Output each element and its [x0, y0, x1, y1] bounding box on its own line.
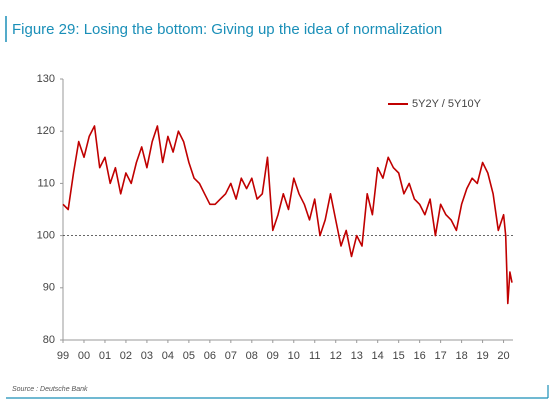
- x-tick-label: 17: [434, 350, 446, 362]
- x-tick-label: 20: [497, 350, 509, 362]
- x-tick-label: 01: [99, 350, 111, 362]
- y-tick-label: 90: [43, 282, 55, 294]
- x-tick-label: 14: [372, 350, 384, 362]
- y-tick-label: 130: [37, 73, 55, 85]
- x-tick-label: 05: [183, 350, 195, 362]
- x-tick-label: 02: [120, 350, 132, 362]
- x-tick-label: 06: [204, 350, 216, 362]
- y-tick-label: 80: [43, 334, 55, 346]
- x-tick-label: 04: [162, 350, 174, 362]
- x-tick-label: 08: [246, 350, 258, 362]
- x-tick-label: 12: [330, 350, 342, 362]
- x-tick-label: 07: [225, 350, 237, 362]
- y-tick-label: 110: [37, 177, 55, 189]
- x-tick-label: 13: [351, 350, 363, 362]
- chart-title: Figure 29: Losing the bottom: Giving up …: [12, 21, 442, 38]
- y-tick-label: 100: [37, 230, 55, 242]
- x-tick-label: 18: [455, 350, 467, 362]
- x-tick-label: 16: [414, 350, 426, 362]
- x-tick-label: 09: [267, 350, 279, 362]
- series-line: [62, 125, 513, 305]
- legend-label: 5Y2Y / 5Y10Y: [412, 98, 482, 110]
- x-tick-label: 15: [393, 350, 405, 362]
- x-tick-label: 03: [141, 350, 153, 362]
- x-tick-label: 11: [309, 350, 320, 362]
- x-tick-label: 99: [57, 350, 69, 362]
- y-tick-label: 120: [37, 125, 55, 137]
- x-tick-label: 00: [78, 350, 90, 362]
- source: Source : Deutsche Bank: [12, 386, 88, 393]
- x-tick-label: 19: [476, 350, 488, 362]
- x-tick-label: 10: [288, 350, 300, 362]
